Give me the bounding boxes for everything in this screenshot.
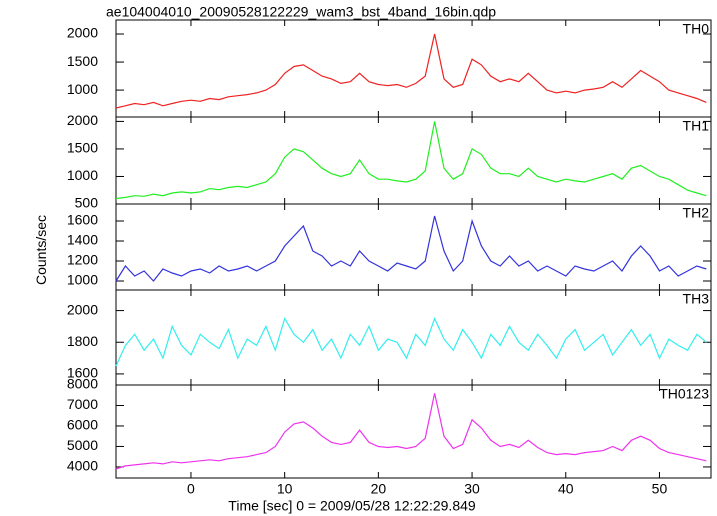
panel-frame [115,289,712,386]
y-tick-label: 1000 [67,167,98,183]
panel-frame [115,116,712,205]
y-tick-label: 1800 [67,333,98,349]
panel-frame [115,203,712,291]
y-tick-label: 6000 [67,417,98,433]
y-tick-label: 1600 [67,365,98,381]
y-tick-label: 1000 [67,272,98,288]
y-axis-label: Counts/sec [33,215,49,285]
light-curve [115,121,707,200]
y-tick-label: 1600 [67,212,98,228]
y-tick-label: 8000 [67,376,98,392]
x-tick-label: 40 [558,481,574,497]
y-tick-label: 4000 [67,458,98,474]
x-tick-label: 20 [371,481,387,497]
light-curve [115,316,707,367]
light-curve [115,33,707,109]
panel-label: TH2 [683,205,710,221]
panel-label: TH0123 [659,386,709,402]
y-tick-label: 1000 [67,81,98,97]
panel-label: TH1 [683,118,710,134]
x-tick-label: 0 [187,481,195,497]
x-tick-label: 10 [277,481,293,497]
y-tick-label: 1200 [67,252,98,268]
panel-frame [115,19,712,118]
panel-label: TH3 [683,291,710,307]
x-axis-label: Time [sec] 0 = 2009/05/28 12:22:29.849 [228,498,476,514]
chart-title: ae104004010_20090528122229_wam3_bst_4ban… [106,4,496,20]
panel-frame [115,384,712,479]
y-tick-label: 500 [75,195,99,211]
x-tick-label: 50 [652,481,668,497]
y-tick-label: 2000 [67,301,98,317]
y-tick-label: 7000 [67,396,98,412]
light-curve [115,393,707,470]
x-tick-label: 30 [464,481,480,497]
y-tick-label: 1500 [67,53,98,69]
y-tick-label: 1500 [67,140,98,156]
y-tick-label: 5000 [67,437,98,453]
y-tick-label: 2000 [67,25,98,41]
y-tick-label: 2000 [67,112,98,128]
y-tick-label: 1400 [67,232,98,248]
light-curve [115,215,707,282]
panel-label: TH0 [683,21,710,37]
